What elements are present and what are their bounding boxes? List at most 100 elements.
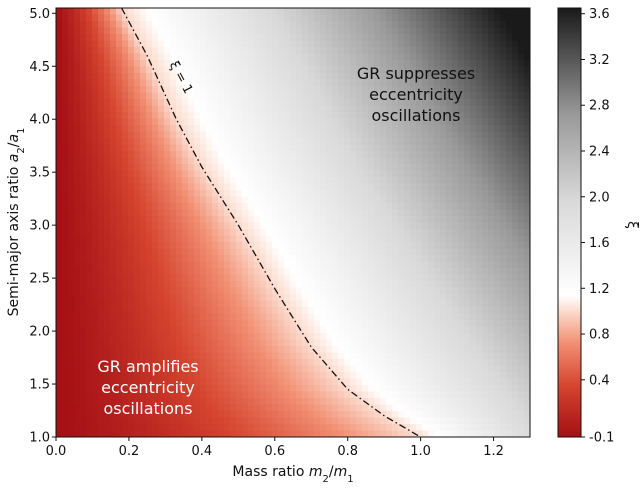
heat-cell [104,40,111,48]
heat-cell [308,222,315,230]
heat-cell [134,339,141,347]
heat-cell [488,138,495,146]
heat-cell [380,391,387,399]
heat-cell [56,261,63,269]
heat-cell [482,73,489,81]
heat-cell [494,235,501,243]
heat-cell [86,157,93,165]
heat-cell [404,339,411,347]
heat-cell [158,346,165,354]
heat-cell [92,333,99,341]
heat-cell [488,281,495,289]
heat-cell [386,281,393,289]
heat-cell [332,222,339,230]
heat-cell [398,281,405,289]
heat-cell [140,216,147,224]
heat-cell [122,203,129,211]
heat-cell [338,268,345,276]
heat-cell [230,60,237,68]
heat-cell [344,190,351,198]
heat-cell [458,229,465,237]
heat-cell [116,196,123,204]
heat-cell [368,60,375,68]
heat-cell [62,196,69,204]
heat-cell [218,144,225,152]
heat-cell [296,40,303,48]
heat-cell [158,131,165,139]
heat-cell [200,411,207,419]
heat-cell [218,365,225,373]
heat-cell [140,255,147,263]
heat-cell [92,170,99,178]
heat-cell [104,27,111,35]
heat-cell [116,229,123,237]
heat-cell [290,242,297,250]
heat-cell [128,112,135,120]
heat-cell [320,14,327,22]
heat-cell [458,411,465,419]
heat-cell [242,79,249,87]
heat-cell [392,157,399,165]
heat-cell [338,313,345,321]
heat-cell [488,203,495,211]
heat-cell [104,281,111,289]
heat-cell [74,300,81,308]
heat-cell [176,378,183,386]
heat-cell [302,47,309,55]
heat-cell [176,183,183,191]
heat-cell [266,47,273,55]
heat-cell [416,34,423,42]
heat-cell [326,216,333,224]
heat-cell [146,346,153,354]
heat-cell [278,365,285,373]
heat-cell [176,313,183,321]
heat-cell [446,47,453,55]
heat-cell [194,196,201,204]
heat-cell [500,365,507,373]
heat-cell [338,105,345,113]
heat-cell [440,242,447,250]
heat-cell [314,66,321,74]
heat-cell [368,157,375,165]
heat-cell [416,86,423,94]
heat-cell [200,352,207,360]
heat-cell [488,60,495,68]
heat-cell [248,34,255,42]
heat-cell [398,248,405,256]
heat-cell [386,164,393,172]
heat-cell [62,307,69,315]
heat-cell [86,326,93,334]
heat-cell [164,398,171,406]
heat-cell [500,359,507,367]
heat-cell [188,34,195,42]
heat-cell [506,385,513,393]
heat-cell [470,177,477,185]
heat-cell [428,177,435,185]
heat-cell [302,138,309,146]
heat-cell [170,34,177,42]
heat-cell [302,352,309,360]
heat-cell [146,313,153,321]
heat-cell [338,112,345,120]
heat-cell [218,274,225,282]
heat-cell [506,112,513,120]
heat-cell [482,359,489,367]
heat-cell [86,8,93,16]
heat-cell [500,14,507,22]
heat-cell [458,255,465,263]
heat-cell [506,352,513,360]
heat-cell [194,281,201,289]
heat-cell [56,209,63,217]
heat-cell [344,34,351,42]
heat-cell [308,203,315,211]
heat-cell [248,346,255,354]
heat-cell [524,235,530,243]
heat-cell [104,261,111,269]
heat-cell [74,352,81,360]
heat-cell [368,86,375,94]
heat-cell [488,346,495,354]
heat-cell [344,157,351,165]
heat-cell [284,196,291,204]
heat-cell [164,417,171,425]
heat-cell [512,125,519,133]
